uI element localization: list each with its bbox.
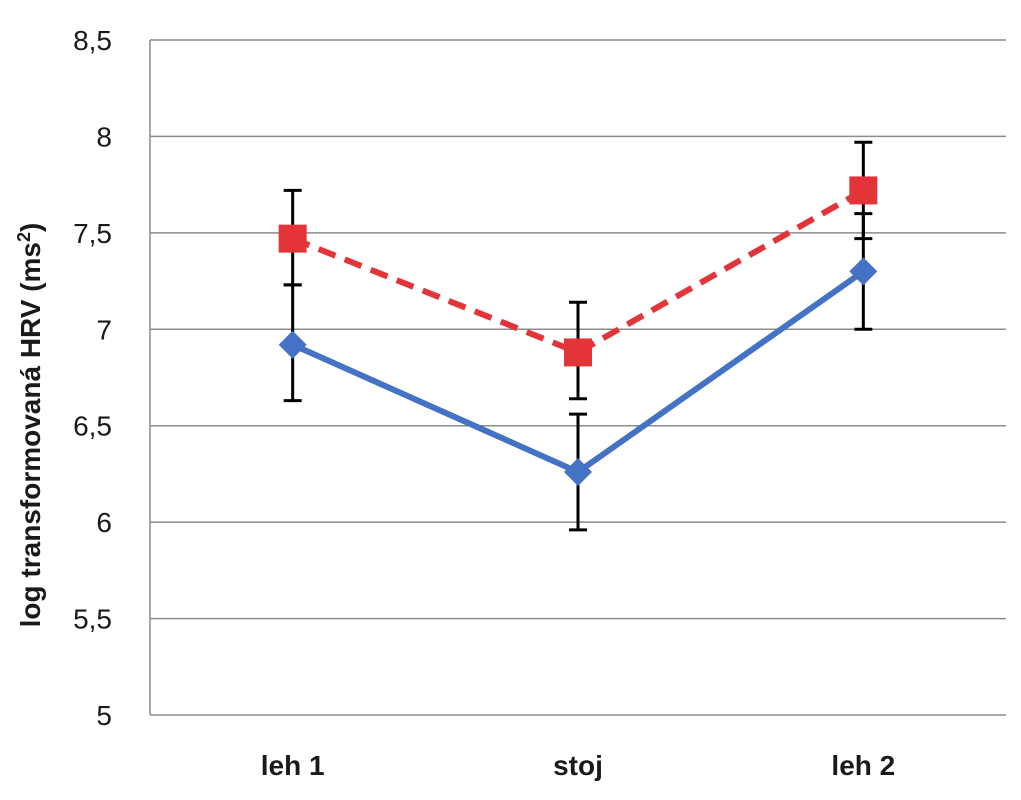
- y-tick-label: 8,5: [73, 25, 112, 56]
- diamond-marker: [278, 330, 307, 359]
- y-tick-label: 5,5: [73, 604, 112, 635]
- x-category-label: stoj: [553, 750, 603, 781]
- y-tick-label: 8: [96, 121, 112, 152]
- y-tick-labels: 5 5,5 6 6,5 7 7,5 8 8,5: [73, 25, 112, 731]
- diamond-marker: [849, 257, 878, 286]
- series-layer: [278, 140, 878, 532]
- square-marker: [849, 176, 878, 205]
- y-axis-title: log transformovaná HRV (ms2): [14, 223, 46, 628]
- y-axis-title-superscript: 2: [14, 232, 34, 242]
- x-category-labels: leh 1 stoj leh 2: [261, 750, 895, 781]
- markers: [278, 176, 878, 367]
- y-tick-label: 5: [96, 700, 112, 731]
- square-marker: [564, 338, 592, 367]
- diamond-marker: [564, 458, 592, 486]
- x-category-label: leh 1: [261, 750, 325, 781]
- y-tick-label: 7,5: [73, 218, 112, 249]
- x-category-label: leh 2: [831, 750, 895, 781]
- markers: [278, 257, 878, 486]
- y-tick-label: 7: [96, 314, 112, 345]
- square-marker: [278, 224, 307, 253]
- y-tick-label: 6,5: [73, 411, 112, 442]
- y-tick-label: 6: [96, 507, 112, 538]
